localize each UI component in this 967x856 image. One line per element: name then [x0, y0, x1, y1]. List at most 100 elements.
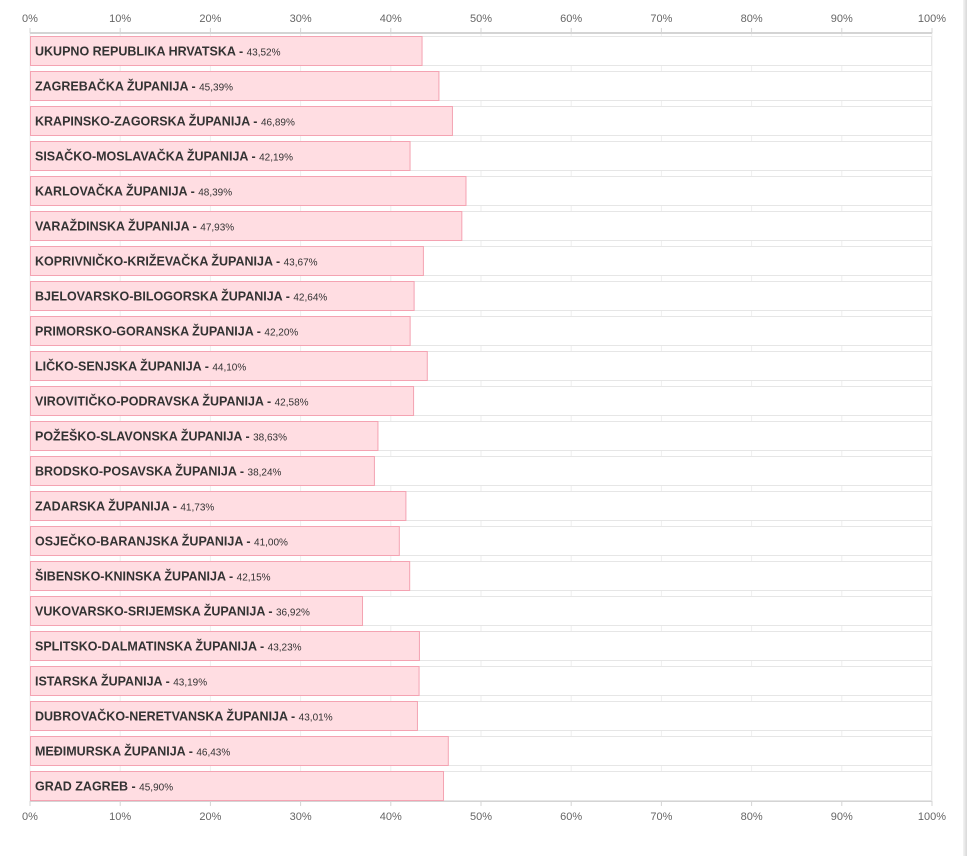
- bar-value-label: 41,73%: [180, 503, 214, 514]
- bar: [30, 71, 440, 101]
- bar-label: GRAD ZAGREB - 45,90%: [35, 780, 173, 794]
- bar-label: MEĐIMURSKA ŽUPANIJA - 46,43%: [35, 744, 230, 759]
- bar-separator: -: [201, 360, 212, 374]
- bar-category-name: BJELOVARSKO-BILOGORSKA ŽUPANIJA: [35, 289, 283, 304]
- bottom-axis: 0% 10% 20% 30% 40% 50% 60% 70% 80% 90% 100%: [22, 800, 946, 823]
- bar-value-label: 47,93%: [200, 223, 234, 234]
- bar-separator: -: [226, 570, 237, 584]
- bar-separator: -: [248, 150, 259, 164]
- bar-separator: -: [189, 220, 200, 234]
- tick-label: 90%: [831, 811, 853, 823]
- bar-value-label: 42,64%: [293, 293, 327, 304]
- top-axis: 0% 10% 20% 30% 40% 50% 60% 70% 80% 90% 100%: [22, 13, 946, 34]
- bar-category-name: KRAPINSKO-ZAGORSKA ŽUPANIJA: [35, 114, 250, 129]
- bar-row: ŠIBENSKO-KNINSKA ŽUPANIJA - 42,15%: [30, 561, 932, 591]
- tick-label: 30%: [290, 811, 312, 823]
- bar: [30, 36, 423, 66]
- bar: [30, 701, 418, 731]
- bar-row: ZAGREBAČKA ŽUPANIJA - 45,39%: [30, 71, 932, 101]
- bar: [30, 246, 424, 276]
- bar-separator: -: [187, 185, 198, 199]
- tick-label: 0%: [22, 811, 38, 823]
- bar-separator: -: [273, 255, 284, 269]
- bar: [30, 316, 411, 346]
- tick-label: 90%: [831, 13, 853, 25]
- bar-separator: -: [288, 710, 299, 724]
- bar: [30, 596, 364, 626]
- bar-category-name: ŠIBENSKO-KNINSKA ŽUPANIJA: [35, 569, 226, 584]
- bar-label: KARLOVAČKA ŽUPANIJA - 48,39%: [35, 184, 232, 199]
- bar-value-label: 43,19%: [173, 678, 207, 689]
- bar-value-label: 46,43%: [196, 748, 230, 759]
- bar-row: SPLITSKO-DALMATINSKA ŽUPANIJA - 43,23%: [30, 631, 932, 661]
- bar-label: POŽEŠKO-SLAVONSKA ŽUPANIJA - 38,63%: [35, 429, 287, 444]
- bar: [30, 631, 420, 661]
- bar-row: ISTARSKA ŽUPANIJA - 43,19%: [30, 666, 932, 696]
- bar: [30, 386, 415, 416]
- bar: [30, 526, 400, 556]
- bar-label: ISTARSKA ŽUPANIJA - 43,19%: [35, 674, 207, 689]
- bar-label: ZAGREBAČKA ŽUPANIJA - 45,39%: [35, 79, 233, 94]
- bar-row: VARAŽDINSKA ŽUPANIJA - 47,93%: [30, 211, 932, 241]
- bar-category-name: MEĐIMURSKA ŽUPANIJA: [35, 744, 186, 759]
- bar: [30, 176, 467, 206]
- tick-label: 40%: [380, 811, 402, 823]
- bar-separator: -: [162, 675, 173, 689]
- bar-value-label: 43,23%: [268, 643, 302, 654]
- tick-label: 100%: [918, 811, 946, 823]
- bar-category-name: DUBROVAČKO-NERETVANSKA ŽUPANIJA: [35, 709, 288, 724]
- bar-row: KOPRIVNIČKO-KRIŽEVAČKA ŽUPANIJA - 43,67%: [30, 246, 932, 276]
- bar-row: POŽEŠKO-SLAVONSKA ŽUPANIJA - 38,63%: [30, 421, 932, 451]
- tick-label: 0%: [22, 13, 38, 25]
- bar: [30, 491, 407, 521]
- bar-value-label: 43,01%: [299, 713, 333, 724]
- tick-label: 40%: [380, 13, 402, 25]
- bar-row: VUKOVARSKO-SRIJEMSKA ŽUPANIJA - 36,92%: [30, 596, 932, 626]
- bar-category-name: ZADARSKA ŽUPANIJA: [35, 499, 170, 514]
- bar-category-name: POŽEŠKO-SLAVONSKA ŽUPANIJA: [35, 429, 242, 444]
- bar-category-name: SPLITSKO-DALMATINSKA ŽUPANIJA: [35, 639, 257, 654]
- tick-label: 80%: [741, 811, 763, 823]
- bar-row: LIČKO-SENJSKA ŽUPANIJA - 44,10%: [30, 351, 932, 381]
- bar-row: OSJEČKO-BARANJSKA ŽUPANIJA - 41,00%: [30, 526, 932, 556]
- bar: [30, 281, 415, 311]
- bar: [30, 456, 375, 486]
- bar-separator: -: [185, 745, 196, 759]
- bar-category-name: OSJEČKO-BARANJSKA ŽUPANIJA: [35, 534, 243, 549]
- bar-value-label: 43,67%: [284, 258, 318, 269]
- tick-label: 50%: [470, 13, 492, 25]
- tick-label: 70%: [650, 811, 672, 823]
- bar-row: BJELOVARSKO-BILOGORSKA ŽUPANIJA - 42,64%: [30, 281, 932, 311]
- bar-value-label: 48,39%: [198, 188, 232, 199]
- bar-separator: -: [243, 535, 254, 549]
- bar-category-name: VUKOVARSKO-SRIJEMSKA ŽUPANIJA: [35, 604, 265, 619]
- bar-separator: -: [282, 290, 293, 304]
- bar-row: GRAD ZAGREB - 45,90%: [30, 771, 932, 801]
- tick-label: 30%: [290, 13, 312, 25]
- bar: [30, 211, 463, 241]
- tick-label: 10%: [109, 13, 131, 25]
- bar-row: KARLOVAČKA ŽUPANIJA - 48,39%: [30, 176, 932, 206]
- bar-separator: -: [253, 325, 264, 339]
- window-edge: [963, 0, 967, 856]
- bar-separator: -: [265, 605, 276, 619]
- bar-value-label: 38,24%: [248, 468, 282, 479]
- tick-label: 20%: [199, 13, 221, 25]
- bar-row: DUBROVAČKO-NERETVANSKA ŽUPANIJA - 43,01%: [30, 701, 932, 731]
- bar-label: VUKOVARSKO-SRIJEMSKA ŽUPANIJA - 36,92%: [35, 604, 310, 619]
- tick-label: 20%: [199, 811, 221, 823]
- bar-row: KRAPINSKO-ZAGORSKA ŽUPANIJA - 46,89%: [30, 106, 932, 136]
- bar-label: SISAČKO-MOSLAVAČKA ŽUPANIJA - 42,19%: [35, 149, 293, 164]
- bar-category-name: ISTARSKA ŽUPANIJA: [35, 674, 163, 689]
- bar-category-name: GRAD ZAGREB: [35, 780, 128, 794]
- bars: UKUPNO REPUBLIKA HRVATSKA - 43,52% ZAGREB…: [30, 36, 932, 801]
- bar-value-label: 45,39%: [199, 83, 233, 94]
- bar-row: PRIMORSKO-GORANSKA ŽUPANIJA - 42,20%: [30, 316, 932, 346]
- bar-label: KRAPINSKO-ZAGORSKA ŽUPANIJA - 46,89%: [35, 114, 295, 129]
- bar-row: UKUPNO REPUBLIKA HRVATSKA - 43,52%: [30, 36, 932, 66]
- bar-value-label: 43,52%: [247, 48, 281, 59]
- bar-value-label: 41,00%: [254, 538, 288, 549]
- bar-label: BJELOVARSKO-BILOGORSKA ŽUPANIJA - 42,64%: [35, 289, 327, 304]
- tick-label: 100%: [918, 13, 946, 25]
- tick-label: 60%: [560, 811, 582, 823]
